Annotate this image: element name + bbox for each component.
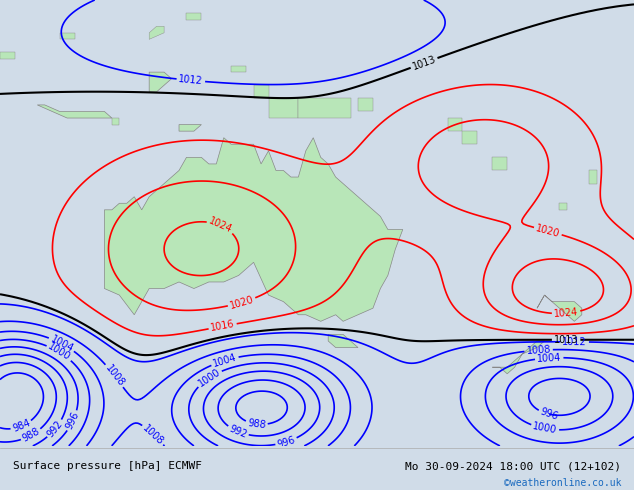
Polygon shape [299, 98, 351, 118]
Polygon shape [0, 52, 15, 59]
Text: 996: 996 [276, 435, 297, 449]
Text: 984: 984 [11, 418, 32, 434]
Polygon shape [112, 118, 119, 124]
Text: 992: 992 [228, 423, 249, 440]
Polygon shape [0, 0, 634, 446]
Polygon shape [186, 13, 202, 20]
Text: 1020: 1020 [228, 294, 255, 311]
Text: 1004: 1004 [536, 352, 562, 364]
Polygon shape [269, 98, 299, 118]
Text: 996: 996 [65, 411, 81, 431]
Polygon shape [492, 157, 507, 171]
Text: 1016: 1016 [210, 319, 236, 333]
Text: Mo 30-09-2024 18:00 UTC (12+102): Mo 30-09-2024 18:00 UTC (12+102) [405, 462, 621, 471]
Text: Surface pressure [hPa] ECMWF: Surface pressure [hPa] ECMWF [13, 462, 202, 471]
Polygon shape [559, 203, 567, 210]
Polygon shape [254, 85, 269, 98]
Text: 988: 988 [21, 426, 42, 444]
Text: 1000: 1000 [46, 342, 72, 363]
Text: 1013: 1013 [554, 335, 578, 345]
Polygon shape [60, 33, 75, 39]
Polygon shape [492, 341, 545, 374]
Text: 1008: 1008 [140, 423, 165, 447]
Polygon shape [231, 66, 246, 72]
Text: ©weatheronline.co.uk: ©weatheronline.co.uk [504, 478, 621, 488]
Polygon shape [448, 118, 462, 131]
Text: 992: 992 [46, 418, 65, 439]
Polygon shape [358, 98, 373, 112]
Text: 1004: 1004 [212, 352, 238, 369]
Text: 1004: 1004 [49, 334, 75, 354]
Polygon shape [179, 124, 202, 131]
Polygon shape [589, 171, 597, 184]
Text: 1012: 1012 [178, 74, 204, 86]
Polygon shape [149, 26, 164, 39]
Text: 1008: 1008 [103, 363, 126, 389]
Text: 988: 988 [247, 418, 266, 430]
Polygon shape [149, 72, 172, 92]
Text: 996: 996 [539, 406, 559, 422]
Polygon shape [462, 131, 477, 144]
Text: 1013: 1013 [411, 54, 437, 72]
Text: 1024: 1024 [207, 216, 234, 235]
Polygon shape [37, 105, 112, 118]
Text: 1020: 1020 [534, 223, 561, 239]
Polygon shape [105, 138, 403, 321]
Text: 1000: 1000 [532, 421, 558, 436]
Text: 1024: 1024 [553, 307, 579, 319]
Polygon shape [328, 335, 358, 347]
Text: 1008: 1008 [526, 344, 551, 356]
Text: 1012: 1012 [562, 337, 587, 347]
Polygon shape [537, 295, 582, 321]
Text: 1000: 1000 [197, 367, 222, 389]
